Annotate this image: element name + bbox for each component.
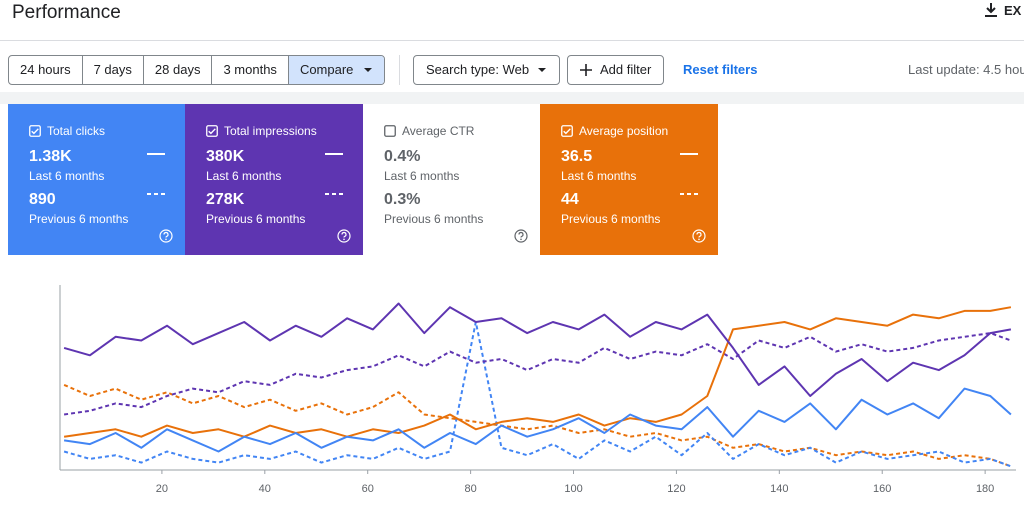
search-type-label: Search type: Web (426, 62, 530, 77)
x-tick-label: 100 (564, 483, 582, 495)
solid-indicator (325, 153, 343, 155)
card-label: Average position (579, 124, 669, 138)
search-type-button[interactable]: Search type: Web (413, 55, 561, 85)
range-button[interactable]: 28 days (144, 56, 213, 84)
series-line (63, 306, 1012, 438)
add-filter-label: Add filter (600, 62, 652, 77)
checkbox[interactable] (384, 125, 396, 137)
current-period: Last 6 months (384, 169, 460, 183)
previous-period: Previous 6 months (561, 212, 661, 226)
series-line (63, 387, 1012, 453)
metric-card[interactable]: Average CTR 0.4% Last 6 months 0.3% Previous… (363, 104, 540, 255)
checkbox[interactable] (206, 125, 218, 137)
export-label: EX (1004, 2, 1022, 18)
series-line (63, 383, 1012, 468)
x-tick-label: 60 (362, 483, 374, 495)
compare-button[interactable]: Compare (288, 56, 385, 84)
range-button[interactable]: 3 months (212, 56, 289, 84)
dashed-indicator (325, 193, 343, 195)
current-period: Last 6 months (561, 169, 637, 183)
card-header: Average position (561, 124, 718, 138)
current-period: Last 6 months (29, 169, 105, 183)
dropdown-arrow (364, 68, 373, 72)
dashed-indicator (680, 193, 698, 195)
x-tick-label: 80 (464, 483, 476, 495)
dropdown-arrow (538, 68, 547, 72)
current-value: 1.38K (29, 148, 72, 165)
x-tick-label: 40 (259, 483, 271, 495)
previous-value: 278K (206, 191, 245, 208)
help-icon[interactable] (692, 229, 706, 243)
reset-filters-link[interactable]: Reset filters (683, 62, 758, 77)
x-tick-label: 140 (770, 483, 788, 495)
metric-card[interactable]: Total clicks 1.38K Last 6 months 890 Previou… (8, 104, 185, 255)
card-header: Total clicks (29, 124, 185, 138)
previous-period: Previous 6 months (206, 212, 306, 226)
range-button[interactable]: 7 days (83, 56, 144, 84)
series-line (63, 302, 1012, 397)
previous-period: Previous 6 months (384, 212, 484, 226)
x-tick-label: 160 (873, 483, 891, 495)
series-line (63, 332, 1012, 416)
current-period: Last 6 months (206, 169, 282, 183)
current-value: 380K (206, 148, 245, 165)
export-button[interactable]: EX (984, 2, 1021, 18)
divider (0, 40, 1024, 41)
x-tick-label: 180 (976, 483, 994, 495)
chart: 20 40 60 80 100 120 140 160 180 (59, 285, 1016, 495)
metric-card[interactable]: Average position 36.5 Last 6 months 44 Previ… (540, 104, 718, 255)
download-icon (985, 3, 997, 17)
checkbox[interactable] (29, 125, 41, 137)
card-label: Total impressions (224, 124, 317, 138)
background-band (0, 92, 1024, 104)
previous-value: 0.3% (384, 191, 421, 208)
x-tick-label: 120 (667, 483, 685, 495)
previous-value: 44 (561, 191, 579, 208)
page-title: Performance (12, 2, 121, 23)
date-range-group: 24 hours 7 days 28 days 3 months Compare (8, 55, 386, 85)
previous-period: Previous 6 months (29, 212, 129, 226)
help-icon[interactable] (337, 229, 351, 243)
series-line (63, 321, 1012, 468)
card-header: Total impressions (206, 124, 363, 138)
plus-icon (580, 64, 592, 76)
divider (399, 55, 400, 85)
solid-indicator (147, 153, 165, 155)
current-value: 36.5 (561, 148, 593, 165)
card-label: Average CTR (402, 124, 475, 138)
current-value: 0.4% (384, 148, 421, 165)
compare-label: Compare (299, 62, 354, 77)
card-header: Average CTR (384, 124, 540, 138)
help-icon[interactable] (159, 229, 173, 243)
card-label: Total clicks (47, 124, 106, 138)
x-tick-label: 20 (156, 483, 168, 495)
checkbox[interactable] (561, 125, 573, 137)
solid-indicator (680, 153, 698, 155)
range-button[interactable]: 24 hours (9, 56, 83, 84)
metric-card[interactable]: Total impressions 380K Last 6 months 278K Pr… (185, 104, 363, 255)
last-update: Last update: 4.5 hou (908, 62, 1024, 77)
help-icon[interactable] (514, 229, 528, 243)
previous-value: 890 (29, 191, 56, 208)
dashed-indicator (147, 193, 165, 195)
add-filter-button[interactable]: Add filter (567, 55, 665, 85)
